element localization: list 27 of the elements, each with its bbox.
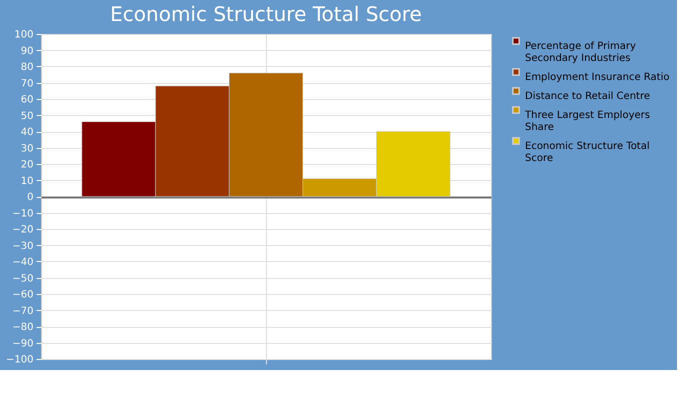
legend-label: Percentage of Primary Secondary Industries <box>525 41 636 64</box>
y-tick-label: −90 <box>12 338 34 350</box>
y-tick-label: −30 <box>12 240 34 252</box>
legend-label: Employment Insurance Ratio <box>525 72 670 83</box>
y-tick-label: −20 <box>12 224 34 236</box>
y-tick-label: 70 <box>20 78 34 90</box>
legend-label: Distance to Retail Centre <box>525 91 650 102</box>
y-tick-label: 10 <box>20 176 34 187</box>
y-tick-label: −60 <box>12 290 34 300</box>
y-tick-label: 60 <box>20 94 34 106</box>
chart-title: Economic Structure Total Score <box>110 2 422 26</box>
y-tick-label: −80 <box>12 322 34 333</box>
y-tick-label: −50 <box>12 273 34 284</box>
y-tick-label: −10 <box>12 208 34 220</box>
y-tick-label: 0 <box>27 192 34 203</box>
y-tick-label: 100 <box>14 30 34 40</box>
y-tick-label: 30 <box>20 143 34 154</box>
y-tick-label: −40 <box>12 257 34 268</box>
y-tick-label: −70 <box>12 306 34 317</box>
y-tick-label: 40 <box>20 127 34 138</box>
y-tick-label: 50 <box>20 110 34 122</box>
legend-label: Three Largest Employers Share <box>524 110 650 133</box>
y-tick-label: 80 <box>20 62 34 73</box>
y-tick-label: −100 <box>6 354 34 366</box>
y-tick-label: 90 <box>20 46 34 57</box>
legend-label: Economic Structure Total Score <box>525 141 650 164</box>
y-tick-label: 20 <box>20 160 34 170</box>
